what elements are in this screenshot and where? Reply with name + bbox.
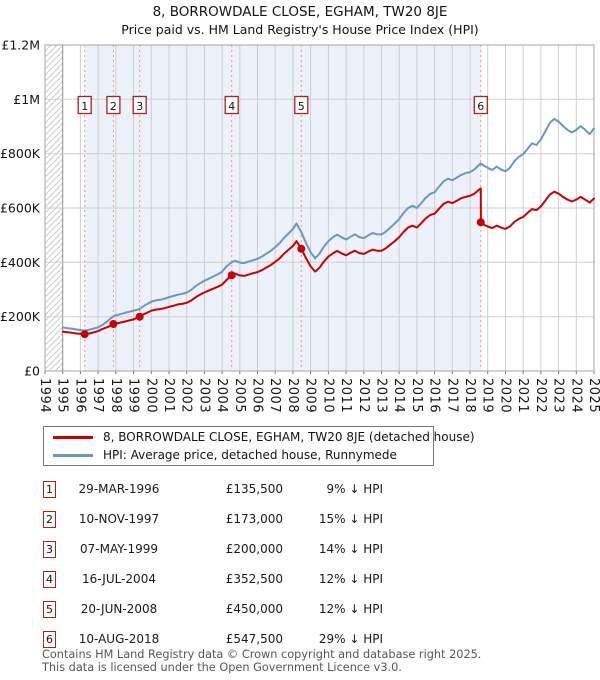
sale-price: £352,500 [225,572,283,586]
svg-text:2004: 2004 [214,378,229,413]
svg-text:2007: 2007 [267,378,282,413]
sale-date: 10-NOV-1997 [78,512,160,526]
plot-border [44,44,595,372]
sale-markers [80,218,485,339]
svg-text:3: 3 [136,100,143,113]
page-title: 8, BORROWDALE CLOSE, EGHAM, TW20 8JE [152,4,448,20]
table-row: 6 10-AUG-2018 £547,500 29% ↓ HPI [43,624,463,654]
svg-text:2005: 2005 [232,378,247,413]
sale-price: £173,000 [225,512,283,526]
svg-text:1996: 1996 [72,378,87,413]
sale-price: £450,000 [225,602,283,616]
hpi-line [61,117,595,332]
y-axis-labels: £0 £200K £400K £600K £800K £1M £1.2M [0,38,41,379]
svg-text:2022: 2022 [533,378,548,413]
sale-vs-hpi: 12% ↓ HPI [318,572,383,586]
table-row: 3 07-MAY-1999 £200,000 14% ↓ HPI [43,534,463,564]
svg-text:2011: 2011 [338,378,353,413]
svg-text:1995: 1995 [55,378,70,413]
sale-date: 29-MAR-1996 [78,482,160,496]
svg-text:2018: 2018 [462,378,477,413]
svg-text:2012: 2012 [356,378,371,413]
table-row: 2 10-NOV-1997 £173,000 15% ↓ HPI [43,504,463,534]
svg-text:2023: 2023 [551,378,566,413]
svg-text:1997: 1997 [90,378,105,413]
sale-price: £200,000 [225,542,283,556]
hpi-line-swatch [53,453,93,457]
svg-text:2000: 2000 [143,378,158,413]
price-line-swatch [53,435,93,439]
sale-vs-hpi: 12% ↓ HPI [318,602,383,616]
svg-text:2006: 2006 [250,378,265,413]
svg-text:2024: 2024 [568,378,583,413]
svg-text:1999: 1999 [126,378,141,413]
svg-text:1998: 1998 [108,378,123,413]
svg-text:£400K: £400K [0,255,41,270]
sale-date: 07-MAY-1999 [79,542,158,556]
sale-date: 16-JUL-2004 [82,572,156,586]
legend-label-hpi: HPI: Average price, detached house, Runn… [103,448,397,462]
svg-text:2014: 2014 [391,378,406,413]
svg-text:2010: 2010 [320,378,335,413]
svg-text:6: 6 [477,100,484,113]
legend-label-price: 8, BORROWDALE CLOSE, EGHAM, TW20 8JE (de… [103,430,475,444]
svg-text:£1M: £1M [13,92,40,107]
svg-text:2: 2 [110,100,117,113]
sale-number-badge: 4 [43,570,56,588]
table-row: 5 20-JUN-2008 £450,000 12% ↓ HPI [43,594,463,624]
sale-vs-hpi: 9% ↓ HPI [326,482,383,496]
footer-line-1: Contains HM Land Registry data © Crown c… [42,648,482,661]
svg-text:1: 1 [81,100,88,113]
legend-item-hpi: HPI: Average price, detached house, Runn… [53,447,433,463]
license-footer: Contains HM Land Registry data © Crown c… [42,648,582,674]
sales-table: 1 29-MAR-1996 £135,500 9% ↓ HPI 2 10-NOV… [43,474,463,654]
page-subtitle: Price paid vs. HM Land Registry's House … [121,22,479,37]
svg-text:2001: 2001 [161,378,176,413]
price-hpi-chart: 1 2 3 4 5 6 £0 £200K £400K £600K £800K £1M £1.2M 1994… [0,38,600,414]
svg-text:2021: 2021 [515,378,530,413]
svg-text:£600K: £600K [0,201,41,216]
svg-text:2025: 2025 [586,378,600,413]
table-row: 1 29-MAR-1996 £135,500 9% ↓ HPI [43,474,463,504]
sale-date: 20-JUN-2008 [80,602,158,616]
chart-legend: 8, BORROWDALE CLOSE, EGHAM, TW20 8JE (de… [43,426,475,466]
sale-date: 10-AUG-2018 [78,632,160,646]
x-axis-labels: 1994 1995 1996 1997 1998 1999 2000 2001 2002 2003… [37,378,600,413]
svg-text:5: 5 [298,100,305,113]
table-row: 4 16-JUL-2004 £352,500 12% ↓ HPI [43,564,463,594]
svg-text:£0: £0 [24,364,40,379]
sale-price: £547,500 [225,632,283,646]
svg-text:2016: 2016 [427,378,442,413]
svg-text:2013: 2013 [374,378,389,413]
sale-number-badge: 3 [43,540,56,558]
sale-vs-hpi: 29% ↓ HPI [318,632,383,646]
footer-line-2: This data is licensed under the Open Gov… [42,661,402,675]
svg-text:4: 4 [228,100,235,113]
svg-text:£800K: £800K [0,146,41,161]
svg-text:2009: 2009 [303,378,318,413]
sale-number-badge: 1 [43,480,56,498]
sale-vs-hpi: 15% ↓ HPI [318,512,383,526]
sale-number-boxes: 1 2 3 4 5 6 [77,95,488,115]
sale-number-badge: 2 [43,510,56,528]
svg-text:2015: 2015 [409,378,424,413]
svg-text:2017: 2017 [444,378,459,413]
svg-text:2002: 2002 [179,378,194,413]
svg-text:2019: 2019 [480,378,495,413]
svg-text:2020: 2020 [498,378,513,413]
svg-text:£200K: £200K [0,309,41,324]
sale-price: £135,500 [225,482,283,496]
svg-text:2008: 2008 [285,378,300,413]
sale-number-badge: 5 [43,600,56,618]
svg-text:£1.2M: £1.2M [1,38,40,53]
svg-text:1994: 1994 [37,378,52,413]
legend-item-price: 8, BORROWDALE CLOSE, EGHAM, TW20 8JE (de… [53,429,475,445]
price-paid-line [61,187,595,336]
sale-vs-hpi: 14% ↓ HPI [318,542,383,556]
svg-text:2003: 2003 [196,378,211,413]
sale-number-badge: 6 [43,630,56,648]
